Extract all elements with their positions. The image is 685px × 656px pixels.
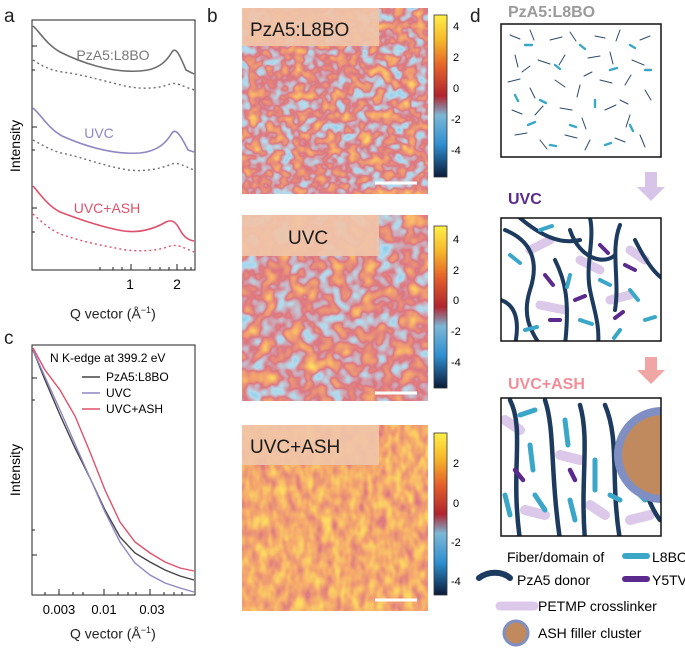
panel-c-yticks <box>32 377 37 556</box>
panel-c-xlabel-close: ) <box>151 625 156 642</box>
colorbar-2-ticks: 4 2 0 -2 -4 <box>451 234 461 369</box>
panel-a-chart: 1 2 PzA5:L8BO UVC UVC+ASH Intensity <box>7 19 196 292</box>
panel-a-ylabel: Intensity <box>7 120 23 172</box>
panel-letter-a: a <box>4 6 15 27</box>
cbar1-tick-4: 4 <box>453 21 459 33</box>
legend-ash: UVC+ASH <box>106 402 163 416</box>
cbar1-tick-0: 0 <box>453 83 459 95</box>
map-ash-label-box <box>242 425 379 465</box>
cbar3-tick-2: 2 <box>453 458 459 470</box>
legend-fiber-of: Fiber/domain of <box>507 549 604 565</box>
panel-a-yticks <box>32 45 37 233</box>
panel-c-xlabel-main: Q vector (Å <box>70 625 141 642</box>
panel-c-title: N K-edge at 399.2 eV <box>50 351 165 365</box>
legend-petmp: PETMP crosslinker <box>538 598 657 614</box>
map-pza5-label-box <box>242 8 379 46</box>
panel-c-xticks <box>44 589 183 595</box>
legend-y5tv: Y5TV <box>652 572 685 588</box>
schematic-box-3 <box>500 397 662 537</box>
curve-ash-dotted <box>32 213 195 253</box>
legend-pza5: PzA5 donor <box>517 572 590 588</box>
schematic-title-pza5: PzA5:L8BO <box>508 4 595 21</box>
legend-ash: ASH filler cluster <box>538 625 642 641</box>
panel-c-tick-0003: 0.003 <box>43 602 76 617</box>
curve-c-pza5 <box>32 349 195 581</box>
cbar1-tick-2: 2 <box>453 52 459 64</box>
cbar1-tick-m2: -2 <box>451 114 461 126</box>
panel-a-xticks <box>99 264 192 270</box>
cbar1-tick-m4: -4 <box>451 145 461 157</box>
cbar3-tick-m4: -4 <box>451 576 461 588</box>
legend-pza5-swatch <box>476 569 513 581</box>
map-ash-label: UVC+ASH <box>250 437 340 458</box>
label-uvc: UVC <box>84 125 114 141</box>
panel-c-xlabel: Q vector (Å−1) <box>70 625 156 642</box>
label-pza5: PzA5:L8BO <box>76 47 149 63</box>
cbar3-tick-m2: -2 <box>451 537 461 549</box>
panel-a-xlabel-close: ) <box>151 305 156 322</box>
schematic-box-2 <box>500 217 662 342</box>
map-uvc-label-box <box>242 215 379 256</box>
cbar2-tick-m2: -2 <box>451 326 461 338</box>
panel-c-chart: N K-edge at 399.2 eV PzA5:L8BO UVC UVC+A… <box>7 344 196 617</box>
label-ash: UVC+ASH <box>74 200 141 216</box>
panel-a-xlabel-sup: −1 <box>140 305 152 315</box>
curve-ash-solid <box>32 185 195 242</box>
legend-uvc: UVC <box>106 386 132 400</box>
panel-b-maps: PzA5:L8BO 4 2 0 -2 -4 UVC 4 2 0 -2 -4 UV… <box>242 8 461 611</box>
schematic-title-ash: UVC+ASH <box>508 376 585 393</box>
legend-ash-swatch <box>502 619 530 647</box>
colorbar-2 <box>433 225 448 389</box>
curve-uvc-dotted <box>32 139 195 172</box>
map-pza5-label: PzA5:L8BO <box>250 20 349 41</box>
schematic-3-content <box>501 398 661 536</box>
panel-a-xlabel-main: Q vector (Å <box>70 305 141 322</box>
panel-c-tick-003: 0.03 <box>139 602 164 617</box>
colorbar-1 <box>433 14 448 178</box>
map-uvc-label: UVC <box>288 228 328 249</box>
panel-c-xlabel-sup: −1 <box>140 625 152 635</box>
legend-pza5: PzA5:L8BO <box>106 370 169 384</box>
panel-c-tick-001: 0.01 <box>91 602 116 617</box>
legend-l8bo: L8BO <box>652 549 685 565</box>
cbar2-tick-m4: -4 <box>451 357 461 369</box>
colorbar-1-ticks: 4 2 0 -2 -4 <box>451 21 461 157</box>
schematic-2-content <box>501 218 661 341</box>
panel-a-tick-2: 2 <box>173 276 181 292</box>
arrow-down-2 <box>637 357 665 384</box>
panel-letter-d: d <box>470 6 481 27</box>
schematic-1-fibers <box>507 29 653 151</box>
panel-letter-b: b <box>207 6 218 27</box>
curve-pza5-dotted <box>32 59 195 91</box>
curve-pza5-solid <box>32 25 195 75</box>
curve-c-ash <box>32 347 195 572</box>
colorbar-3 <box>433 432 448 596</box>
panel-letter-c: c <box>4 328 14 349</box>
cbar2-tick-4: 4 <box>453 234 459 246</box>
panel-a-xlabel: Q vector (Å−1) <box>70 305 156 322</box>
arrow-down-1 <box>637 172 665 201</box>
cbar3-tick-0: 0 <box>453 498 459 510</box>
colorbar-3-ticks: 2 0 -2 -4 <box>451 458 461 588</box>
cbar2-tick-2: 2 <box>453 265 459 277</box>
panel-c-frame <box>31 344 196 596</box>
panel-c-ylabel: Intensity <box>7 444 23 496</box>
panel-d-schematic: PzA5:L8BO UVC <box>476 4 685 647</box>
schematic-title-uvc: UVC <box>508 191 542 208</box>
panel-a-tick-1: 1 <box>126 276 134 292</box>
curve-uvc-solid <box>32 107 195 155</box>
cbar2-tick-0: 0 <box>453 295 459 307</box>
curve-c-uvc <box>32 349 195 593</box>
